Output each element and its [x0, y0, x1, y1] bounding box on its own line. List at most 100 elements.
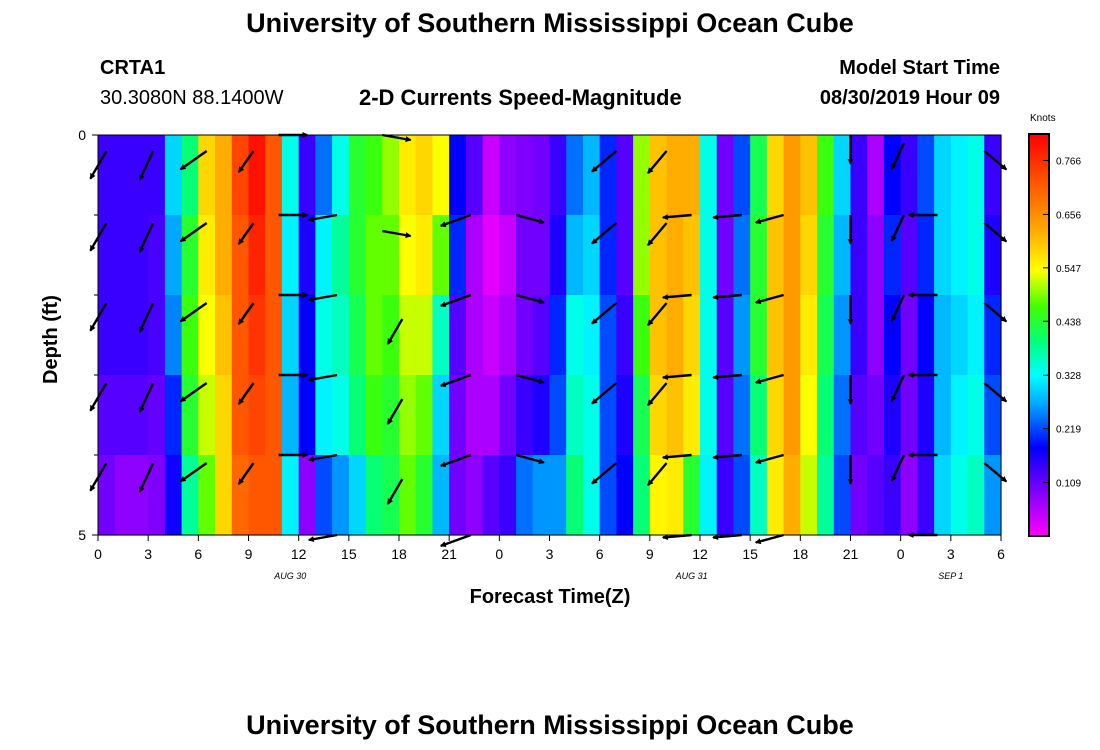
current-vector-arrow	[754, 293, 784, 305]
heatmap-cell	[950, 295, 969, 376]
current-vector-arrow	[754, 533, 784, 545]
heatmap-cell	[917, 455, 935, 536]
heatmap-cell	[281, 135, 300, 216]
current-vector-arrow	[712, 373, 742, 381]
current-vector-arrow	[661, 373, 692, 381]
current-vector-arrow	[307, 533, 338, 543]
heatmap-cell	[215, 295, 233, 376]
heatmap-cell	[633, 295, 651, 376]
heatmap-cell	[148, 215, 166, 296]
heatmap-cell	[716, 215, 735, 296]
heatmap-cell	[248, 455, 266, 536]
x-tick-label: 3	[947, 546, 955, 562]
current-vector-arrow	[179, 382, 208, 403]
heatmap-cell	[114, 375, 133, 456]
x-tick-label: 6	[596, 546, 604, 562]
heatmap-cell	[850, 455, 868, 536]
heatmap-cell	[950, 135, 969, 216]
current-vector-arrow	[890, 294, 906, 323]
heatmap-cell	[733, 215, 751, 296]
heatmap-cell	[549, 375, 567, 456]
heatmap-cell	[98, 215, 116, 296]
heatmap-cell	[449, 375, 467, 456]
heatmap-cell	[984, 215, 1002, 296]
current-vector-arrow	[591, 302, 618, 325]
current-vector-arrow	[591, 222, 618, 245]
x-tick-label: 0	[897, 546, 905, 562]
current-vector-arrow	[237, 302, 255, 325]
current-vector-arrow	[179, 462, 208, 483]
heatmap-cell	[649, 455, 668, 536]
heatmap-cell	[616, 455, 634, 536]
heatmap-cell	[449, 455, 467, 536]
colorbar-tick-label: 0.547	[1056, 264, 1081, 275]
heatmap-cell	[365, 295, 383, 376]
heatmap-cell	[549, 135, 567, 216]
heatmap-cell	[532, 455, 551, 536]
heatmap-cell	[716, 295, 735, 376]
current-vector-arrow	[661, 293, 692, 301]
heatmap-cell	[315, 215, 333, 296]
heatmap-cell	[666, 215, 684, 296]
heatmap-cell	[616, 135, 634, 216]
heatmap-cell	[365, 375, 383, 456]
current-vector-arrow	[983, 302, 1008, 323]
heatmap-cell	[716, 135, 735, 216]
current-vector-arrow	[515, 373, 545, 385]
heatmap-cell	[599, 135, 617, 216]
heatmap-cell	[582, 375, 601, 456]
heatmap-cell	[465, 375, 484, 456]
page-title: University of Southern Mississippi Ocean…	[246, 8, 854, 38]
heatmap-cell	[633, 215, 651, 296]
heatmap-cell	[382, 135, 400, 216]
heatmap-cell	[817, 135, 835, 216]
heatmap-cell	[315, 455, 333, 536]
heatmap-cell	[867, 135, 885, 216]
heatmap-cell	[465, 135, 484, 216]
heatmap-cell	[683, 135, 701, 216]
current-vector-arrow	[647, 150, 668, 174]
x-tick-label: 12	[291, 546, 307, 562]
current-vector-arrow	[237, 150, 255, 173]
current-vector-arrow	[890, 374, 906, 403]
heatmap-cell	[833, 375, 852, 456]
current-vector-arrow	[712, 293, 742, 301]
heatmap-cell	[399, 455, 417, 536]
heatmap-cell	[883, 215, 902, 296]
heatmap-cell	[984, 135, 1002, 216]
heatmap-cell	[348, 375, 367, 456]
heatmap-cell	[683, 215, 701, 296]
heatmap-cell	[934, 215, 952, 296]
heatmap-cell	[649, 295, 668, 376]
heatmap-cell	[382, 375, 400, 456]
heatmap-cell	[181, 375, 199, 456]
chart-subtitle: 2-D Currents Speed-Magnitude	[359, 85, 682, 110]
heatmap-cell	[716, 455, 735, 536]
heatmap-cell	[900, 135, 918, 216]
heatmap-cell	[733, 135, 751, 216]
heatmap-cell	[114, 135, 133, 216]
current-vector-arrow	[591, 150, 618, 173]
heatmap-cell	[833, 215, 852, 296]
heatmap-cell	[482, 295, 500, 376]
x-tick-label: 9	[646, 546, 654, 562]
heatmap-cell	[482, 215, 500, 296]
heatmap-cell	[700, 295, 718, 376]
heatmap-cell	[415, 135, 434, 216]
heatmap-cell	[532, 375, 551, 456]
colorbar	[1028, 133, 1050, 537]
heatmap-cell	[482, 455, 500, 536]
heatmap-cell	[298, 455, 316, 536]
x-tick-label: 21	[843, 546, 859, 562]
current-vector-arrow	[983, 222, 1008, 243]
x-tick-label: 0	[94, 546, 102, 562]
date-label: AUG 30	[273, 571, 306, 581]
heatmap-cell	[399, 375, 417, 456]
heatmap-cell	[633, 135, 651, 216]
current-vector-arrow	[439, 533, 472, 548]
heatmap-cell	[432, 295, 450, 376]
heatmap-cell	[432, 455, 450, 536]
heatmap-cell	[883, 375, 902, 456]
heatmap-cell	[465, 215, 484, 296]
heatmap-cell	[599, 295, 617, 376]
